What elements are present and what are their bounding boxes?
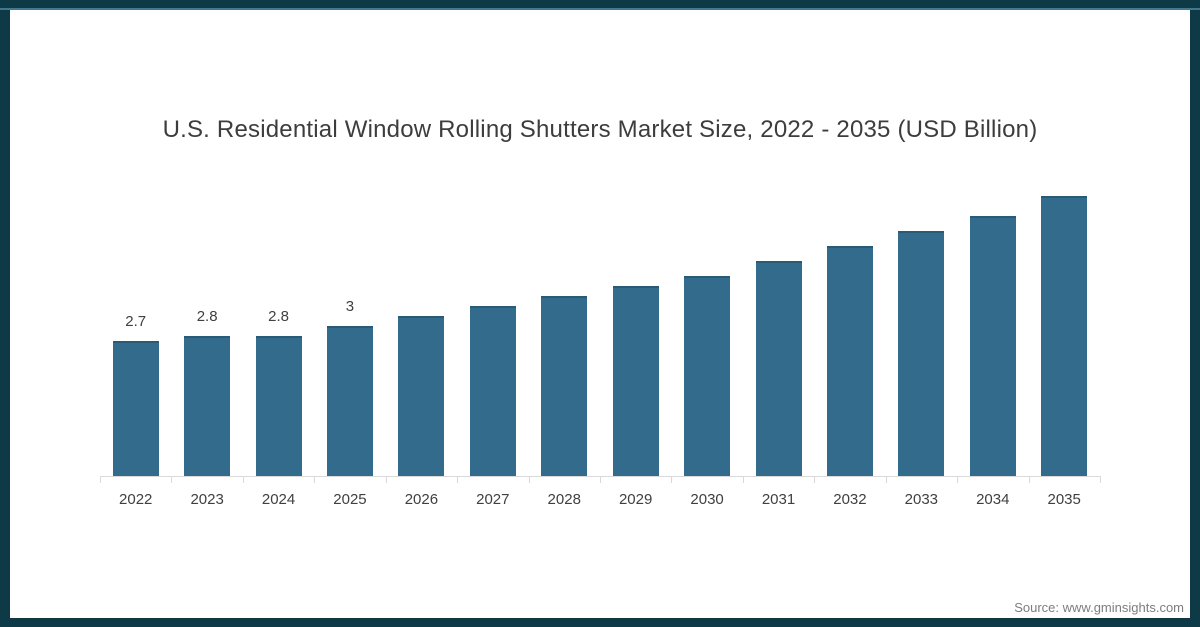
bar-slot-2034 [957,176,1028,476]
bar-slot-2035 [1028,176,1099,476]
x-axis-label-2034: 2034 [976,491,1010,508]
bar-2031 [755,261,802,476]
bar-2025 [326,326,373,476]
x-axis-label-2032: 2032 [833,491,867,508]
x-axis-label-2030: 2030 [690,491,724,508]
x-axis-label-2023: 2023 [190,491,224,508]
x-axis-tick [600,476,601,483]
bar-2026 [398,316,445,476]
data-label-2023: 2.8 [196,308,218,325]
x-axis-tick [242,476,244,483]
x-axis-label-2022: 2022 [119,491,153,508]
x-axis-label-2027: 2027 [476,491,510,508]
x-axis-tick [1100,476,1101,483]
bar-slot-2025: 3 [314,176,385,476]
bar-2032 [826,246,873,476]
bar-2034 [969,216,1016,476]
bar-2022 [112,341,159,476]
bar-2033 [898,231,945,476]
x-axis-tick [171,476,173,483]
x-axis-tick [385,476,387,483]
data-label-2024: 2.8 [268,308,289,325]
bar-slot-2032 [814,176,885,476]
bar-2029 [612,286,659,476]
x-axis-tick [528,476,530,483]
bar-2028 [541,296,588,476]
x-axis-label-2026: 2026 [404,491,439,508]
bar-2030 [684,276,731,476]
bar-2035 [1041,196,1088,476]
x-axis-label-2025: 2025 [333,491,367,508]
x-axis-label-2024: 2024 [261,491,296,508]
bar-slot-2027 [457,176,528,476]
x-axis-tick [100,476,101,483]
x-axis-label-2033: 2033 [904,491,939,508]
bar-slot-2033 [886,176,957,476]
x-axis-label-2028: 2028 [547,491,581,508]
x-axis-tick [885,476,887,483]
data-label-2022: 2.7 [125,313,147,330]
x-axis-tick [742,476,744,483]
chart-title: U.S. Residential Window Rolling Shutters… [162,116,1038,143]
plot-area: 2.7 2.8 2.8 3 [100,176,1100,476]
source-attribution: Source: www.gminsights.com [1014,600,1184,615]
x-axis-tick [957,476,959,483]
x-axis-label-2029: 2029 [618,491,653,508]
bar-slot-2029 [600,176,671,476]
bar-slot-2026 [386,176,457,476]
bar-slot-2024: 2.8 [243,176,314,476]
bar-2027 [469,306,516,476]
x-axis-tick [814,476,816,483]
bar-slot-2028 [529,176,600,476]
x-axis-labels: 2022 2023 2024 2025 2026 2027 2028 2029 2030 2031… [100,491,1100,508]
bar-slot-2030 [671,176,742,476]
x-axis-tick [671,476,673,483]
bar-slot-2031 [743,176,814,476]
data-label-2025: 3 [345,298,355,315]
x-axis-tick [1028,476,1030,483]
x-axis-tick [457,476,459,483]
x-axis-tick [314,476,316,483]
bar-slot-2023: 2.8 [171,176,242,476]
bar-slot-2022: 2.7 [100,176,171,476]
x-axis-label-2031: 2031 [761,491,796,508]
bar-2024 [255,336,302,476]
chart-canvas: U.S. Residential Window Rolling Shutters… [10,10,1190,618]
x-axis-label-2035: 2035 [1047,491,1081,508]
bar-2023 [184,336,231,476]
